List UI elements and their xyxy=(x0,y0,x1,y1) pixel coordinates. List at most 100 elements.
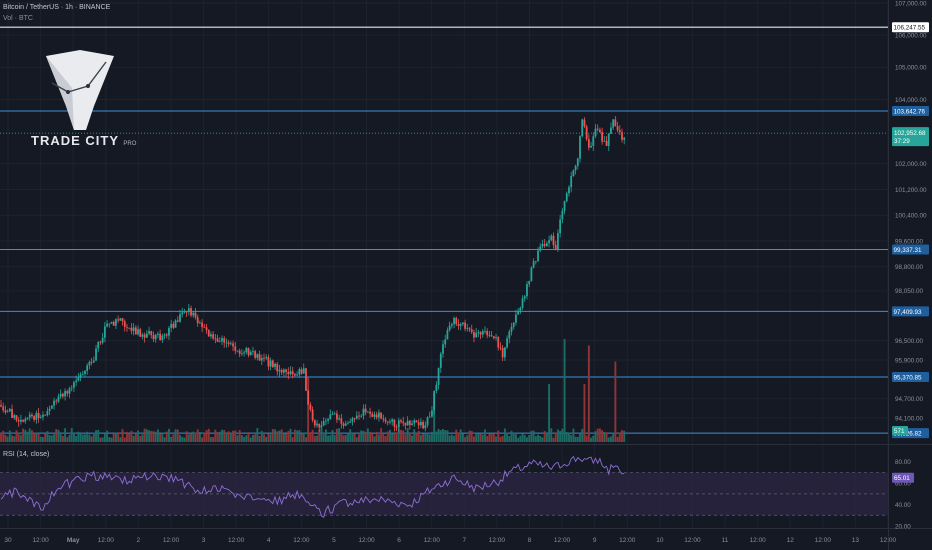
candle-body[interactable] xyxy=(139,329,142,337)
candle-body[interactable] xyxy=(366,411,369,413)
candle-body[interactable] xyxy=(159,333,162,341)
candle-body[interactable] xyxy=(39,417,42,419)
candle-body[interactable] xyxy=(115,319,117,326)
candle-body[interactable] xyxy=(238,350,241,354)
candle-body[interactable] xyxy=(90,361,93,363)
candle-body[interactable] xyxy=(344,423,347,426)
candle-body[interactable] xyxy=(134,327,137,335)
candle-body[interactable] xyxy=(174,320,177,328)
candle-body[interactable] xyxy=(232,343,234,347)
candle-body[interactable] xyxy=(470,329,473,333)
candle-body[interactable] xyxy=(269,360,272,367)
candle-body[interactable] xyxy=(587,139,590,148)
candle-body[interactable] xyxy=(294,374,296,376)
candle-body[interactable] xyxy=(590,145,592,148)
candle-body[interactable] xyxy=(101,337,104,343)
candle-body[interactable] xyxy=(274,363,276,368)
candle-body[interactable] xyxy=(79,374,82,378)
candle-body[interactable] xyxy=(448,325,451,331)
candle-body[interactable] xyxy=(338,418,341,420)
candle-body[interactable] xyxy=(128,327,131,329)
candle-body[interactable] xyxy=(92,360,95,363)
horizontal-levels[interactable]: 106,247.55 103,642.76 99,337.31 97,409.93 95… xyxy=(0,22,929,439)
candle-body[interactable] xyxy=(497,337,500,348)
candle-body[interactable] xyxy=(541,244,544,247)
candle-body[interactable] xyxy=(431,410,433,417)
candle-body[interactable] xyxy=(86,365,89,371)
candle-body[interactable] xyxy=(355,415,358,419)
candle-body[interactable] xyxy=(254,351,257,358)
candle-body[interactable] xyxy=(534,260,537,262)
candle-body[interactable] xyxy=(300,369,303,374)
candle-body[interactable] xyxy=(145,333,148,338)
candle-body[interactable] xyxy=(563,201,566,211)
candle-body[interactable] xyxy=(550,235,553,241)
candle-body[interactable] xyxy=(150,331,153,336)
candle-body[interactable] xyxy=(618,130,621,133)
price-axis[interactable]: 107,000.00 106,000.00 105,000.00 104,000.00… xyxy=(895,0,927,422)
candle-body[interactable] xyxy=(439,353,442,368)
candle-body[interactable] xyxy=(278,370,281,372)
candle-body[interactable] xyxy=(6,411,9,413)
candle-body[interactable] xyxy=(287,372,290,375)
candle-body[interactable] xyxy=(291,371,294,375)
candle-body[interactable] xyxy=(44,414,47,416)
candle-body[interactable] xyxy=(437,367,440,385)
candle-body[interactable] xyxy=(342,423,345,426)
candle-body[interactable] xyxy=(247,348,250,356)
candle-body[interactable] xyxy=(623,137,626,140)
candle-body[interactable] xyxy=(384,419,387,422)
candle-body[interactable] xyxy=(4,410,7,413)
candle-body[interactable] xyxy=(194,312,197,318)
candle-body[interactable] xyxy=(455,317,458,324)
candle-body[interactable] xyxy=(347,422,349,424)
candle-body[interactable] xyxy=(296,374,299,376)
candle-body[interactable] xyxy=(276,363,279,372)
candle-body[interactable] xyxy=(532,261,535,268)
candle-body[interactable] xyxy=(415,420,418,423)
candle-body[interactable] xyxy=(581,119,584,137)
candle-body[interactable] xyxy=(22,419,24,422)
candle-body[interactable] xyxy=(48,408,51,411)
candle-body[interactable] xyxy=(81,373,84,375)
candle-body[interactable] xyxy=(373,414,376,417)
candle-body[interactable] xyxy=(596,128,599,130)
candle-body[interactable] xyxy=(371,413,374,417)
candlesticks[interactable] xyxy=(0,116,626,433)
candle-body[interactable] xyxy=(245,348,248,353)
candle-body[interactable] xyxy=(68,388,71,394)
candle-body[interactable] xyxy=(512,322,515,327)
candle-body[interactable] xyxy=(526,284,528,297)
candle-body[interactable] xyxy=(282,369,285,373)
candle-body[interactable] xyxy=(267,357,270,367)
candle-body[interactable] xyxy=(0,405,2,407)
candle-body[interactable] xyxy=(37,412,40,419)
candle-body[interactable] xyxy=(537,250,539,261)
candle-body[interactable] xyxy=(568,187,570,194)
candle-body[interactable] xyxy=(375,414,378,418)
candle-body[interactable] xyxy=(331,413,334,415)
candle-body[interactable] xyxy=(143,334,146,338)
candle-body[interactable] xyxy=(422,421,425,429)
candle-body[interactable] xyxy=(528,280,531,285)
candle-body[interactable] xyxy=(397,420,400,428)
candle-body[interactable] xyxy=(64,391,66,397)
candle-body[interactable] xyxy=(360,415,363,417)
candle-body[interactable] xyxy=(55,400,58,402)
candle-body[interactable] xyxy=(163,334,166,336)
candle-body[interactable] xyxy=(172,323,175,328)
candle-body[interactable] xyxy=(61,393,64,397)
candle-body[interactable] xyxy=(243,352,245,354)
candle-body[interactable] xyxy=(88,361,91,366)
candle-body[interactable] xyxy=(183,311,186,313)
candle-body[interactable] xyxy=(26,417,29,419)
candle-body[interactable] xyxy=(583,119,586,127)
candle-body[interactable] xyxy=(574,165,577,171)
candle-body[interactable] xyxy=(616,126,619,131)
candle-body[interactable] xyxy=(201,322,204,327)
candle-body[interactable] xyxy=(530,267,533,281)
candle-body[interactable] xyxy=(481,331,484,335)
candle-body[interactable] xyxy=(84,370,86,374)
candle-body[interactable] xyxy=(413,420,416,424)
candle-body[interactable] xyxy=(77,377,80,381)
